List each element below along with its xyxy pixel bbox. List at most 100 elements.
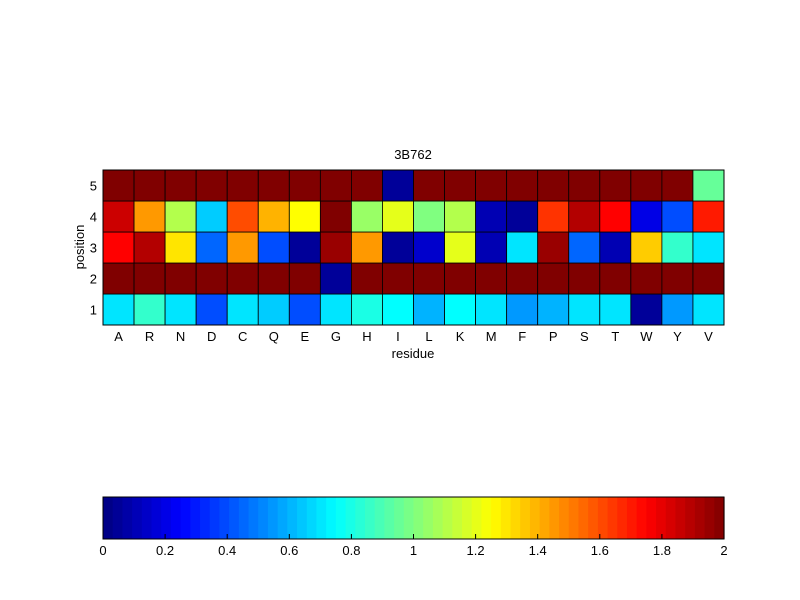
colorbar-segment <box>559 497 570 539</box>
heatmap-cell <box>661 293 694 326</box>
colorbar-segment <box>170 497 182 539</box>
heatmap-cell <box>133 169 166 202</box>
heatmap-cell <box>661 262 694 295</box>
colorbar-segment <box>675 497 686 539</box>
colorbar-segment <box>636 497 647 539</box>
heatmap-cell <box>319 169 352 202</box>
plot-frame <box>102 169 725 326</box>
heatmap-cell <box>164 200 197 233</box>
colorbar-tick-label: 1.2 <box>467 543 485 558</box>
colorbar-tick-label: 0.2 <box>156 543 174 558</box>
x-tick-label: Y <box>673 329 682 344</box>
x-tick-label: G <box>331 329 341 344</box>
colorbar-tick-label: 0.6 <box>280 543 298 558</box>
heatmap-cell <box>195 200 228 233</box>
heatmap-cell <box>164 262 197 295</box>
colorbar-segment <box>141 497 153 539</box>
heatmap-cell <box>102 293 135 326</box>
x-tick-label: L <box>425 329 432 344</box>
x-tick-label: K <box>456 329 465 344</box>
heatmap-cell <box>382 231 414 264</box>
heatmap-cell <box>630 262 663 295</box>
colorbar-segment <box>112 497 124 539</box>
heatmap-cell <box>475 231 508 264</box>
x-tick-label: P <box>549 329 558 344</box>
heatmap-cells <box>102 169 725 326</box>
colorbar-segment <box>510 497 521 539</box>
heatmap-cell <box>102 200 135 233</box>
colorbar-segment <box>248 497 259 539</box>
heatmap-cell <box>692 293 725 326</box>
colorbar-segment <box>452 497 463 539</box>
heatmap-cell <box>164 293 197 326</box>
heatmap-cell <box>350 200 383 233</box>
heatmap-cell <box>133 200 166 233</box>
heatmap-cell <box>537 262 570 295</box>
colorbar-segment <box>277 497 288 539</box>
heatmap-cell <box>661 231 694 264</box>
heatmap-cell <box>350 231 383 264</box>
colorbar-tick-label: 1.6 <box>591 543 609 558</box>
colorbar-segment <box>180 497 191 539</box>
colorbar-segment <box>190 497 201 539</box>
colorbar-segment <box>374 497 385 539</box>
colorbar-segment <box>335 497 347 539</box>
heatmap-cell <box>506 200 539 233</box>
heatmap-cell <box>413 293 445 326</box>
heatmap-cell <box>599 200 632 233</box>
colorbar-segment <box>568 497 580 539</box>
heatmap-cell <box>568 169 601 202</box>
x-tick-label: D <box>207 329 216 344</box>
heatmap-cell <box>413 231 445 264</box>
heatmap-cell <box>319 231 352 264</box>
colorbar-segment <box>442 497 453 539</box>
heatmap-cell <box>506 262 539 295</box>
heatmap-cell <box>382 200 414 233</box>
colorbar-tick-label: 1 <box>410 543 417 558</box>
heatmap-cell <box>630 293 663 326</box>
heatmap-cell <box>506 293 539 326</box>
heatmap-cell <box>288 169 321 202</box>
colorbar-segment <box>384 497 395 539</box>
colorbar-segment <box>364 497 376 539</box>
colorbar-segment <box>326 497 337 539</box>
colorbar-segment <box>306 497 318 539</box>
colorbar-segment <box>549 497 560 539</box>
heatmap-cell <box>164 231 197 264</box>
colorbar-segment <box>704 497 715 539</box>
colorbar-segment <box>287 497 298 539</box>
colorbar-segment <box>403 497 415 539</box>
colorbar-tick-label: 0 <box>99 543 106 558</box>
colorbar-segment <box>471 497 483 539</box>
heatmap-cell <box>382 293 414 326</box>
heatmap-cell <box>102 262 135 295</box>
x-tick-label: I <box>396 329 400 344</box>
heatmap-cell <box>444 262 476 295</box>
colorbar-segment <box>597 497 609 539</box>
heatmap-cell <box>568 293 601 326</box>
colorbar-segment <box>122 497 133 539</box>
heatmap-cell <box>537 200 570 233</box>
colorbar-segment <box>646 497 657 539</box>
y-tick-label: 2 <box>90 272 97 287</box>
heatmap-cell <box>692 231 725 264</box>
colorbar-tick-labels: 0 0.2 0.4 0.6 0.8 1 1.2 1.4 1.6 1.8 2 <box>99 534 728 558</box>
heatmap-cell <box>102 169 135 202</box>
heatmap-cell <box>195 293 228 326</box>
x-tick-label: E <box>300 329 309 344</box>
x-tick-label: C <box>238 329 247 344</box>
colorbar-segment <box>665 497 677 539</box>
heatmap-cell <box>692 200 725 233</box>
heatmap-cell <box>630 169 663 202</box>
heatmap-cell <box>226 231 259 264</box>
heatmap-cell <box>599 231 632 264</box>
x-tick-label: R <box>145 329 154 344</box>
heatmap-cell <box>630 231 663 264</box>
colorbar-segment <box>413 497 424 539</box>
heatmap-cell <box>506 231 539 264</box>
colorbar-segment <box>607 497 618 539</box>
heatmap-cell <box>382 262 414 295</box>
heatmap-cell <box>413 262 445 295</box>
